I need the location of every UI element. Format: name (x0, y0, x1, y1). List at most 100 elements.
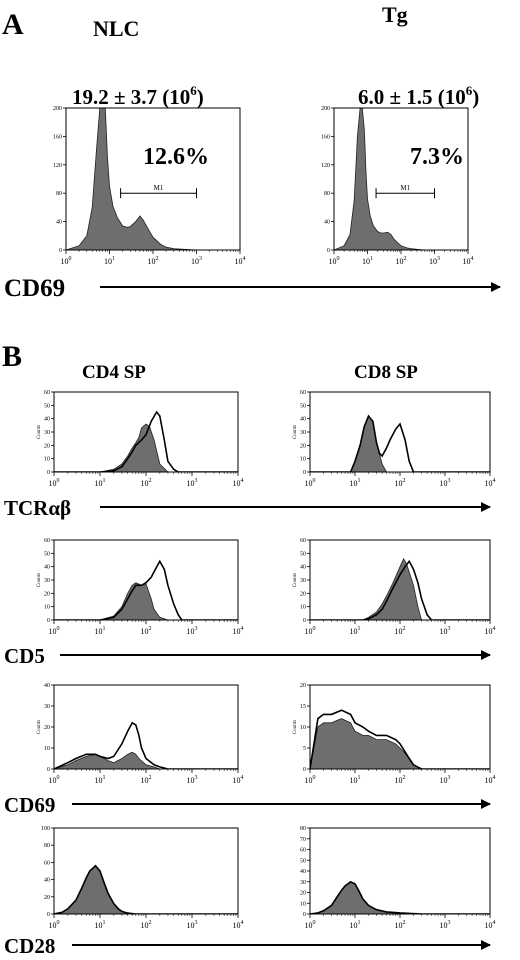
histogram-cd28-cd8: 0 10 20 30 40 50 60 70 80 100 101 102 103 104 (300, 826, 496, 930)
x-tick-label: 104 (485, 920, 496, 930)
row-label-cd69: CD69 (4, 793, 55, 817)
x-tick-label: 103 (440, 775, 451, 785)
y-tick-label: 20 (300, 591, 306, 597)
x-tick-label: 102 (395, 775, 406, 785)
y-tick-label: 160 (53, 134, 62, 140)
y-tick-label: 0 (47, 767, 50, 773)
histogram-filled-series (54, 582, 238, 620)
x-tick-label: 104 (485, 775, 496, 785)
y-tick-label: 0 (327, 248, 330, 254)
y-tick-label: 20 (300, 683, 306, 689)
histogram-outline-series (54, 559, 238, 620)
y-tick-label: 40 (44, 878, 50, 884)
y-tick-label: 120 (321, 163, 330, 169)
y-tick-label: 100 (41, 826, 50, 832)
y-tick-label: 80 (44, 843, 50, 849)
y-tick-label: 0 (303, 618, 306, 624)
y-tick-label: 30 (44, 430, 50, 436)
y-tick-label: 160 (321, 134, 330, 140)
y-tick-label: 15 (300, 704, 306, 710)
x-tick-label: 104 (485, 478, 496, 488)
x-tick-label: 100 (305, 626, 316, 636)
x-tick-label: 103 (440, 478, 451, 488)
x-tick-label: 100 (305, 775, 316, 785)
x-tick-label: 102 (395, 478, 406, 488)
y-tick-label: 10 (44, 457, 50, 463)
x-tick-label: 101 (104, 256, 115, 266)
y-tick-label: 80 (324, 191, 330, 197)
histogram-outline-series (54, 721, 238, 769)
counts-axis-label: Counts (293, 720, 298, 734)
y-tick-label: 20 (300, 891, 306, 897)
histogram-a-nlc: 0 40 80 120 160 200 100 101 102 103 104 M1 (53, 106, 246, 266)
x-tick-label: 102 (141, 478, 152, 488)
histogram-a-tg: 0 40 80 120 160 200 100 101 102 103 104 M1 (321, 106, 474, 266)
y-tick-label: 80 (56, 191, 62, 197)
histogram-outline-series (310, 880, 490, 914)
histogram-cd5-cd8: 0 10 20 30 40 50 60 100 101 102 103 104 Counts (293, 538, 496, 636)
y-tick-label: 10 (300, 605, 306, 611)
panel-a-letter: A (2, 8, 24, 41)
counts-axis-label: Counts (293, 573, 298, 587)
panel-b-col-cd4: CD4 SP (82, 362, 146, 383)
x-tick-label: 102 (141, 626, 152, 636)
panel-b-col-cd8: CD8 SP (354, 362, 418, 383)
x-tick-label: 100 (305, 920, 316, 930)
y-tick-label: 10 (300, 457, 306, 463)
panel-b-letter: B (2, 340, 22, 373)
histogram-cd69-cd8: 0 5 10 15 20 100 101 102 103 104 Counts (293, 683, 496, 785)
x-tick-label: 103 (187, 478, 198, 488)
panel-a-percent-tg: 7.3% (410, 144, 464, 170)
x-tick-label: 102 (395, 626, 406, 636)
x-tick-label: 102 (141, 920, 152, 930)
x-tick-label: 101 (95, 920, 106, 930)
x-tick-label: 104 (485, 626, 496, 636)
y-tick-label: 0 (303, 767, 306, 773)
y-tick-label: 40 (300, 869, 306, 875)
plot-frame (309, 391, 491, 473)
x-tick-label: 101 (362, 256, 373, 266)
y-tick-label: 50 (44, 551, 50, 557)
x-tick-label: 104 (463, 256, 474, 266)
y-tick-label: 40 (300, 417, 306, 423)
x-tick-label: 100 (49, 920, 60, 930)
x-tick-label: 101 (350, 920, 361, 930)
x-tick-label: 102 (141, 775, 152, 785)
y-tick-label: 20 (44, 895, 50, 901)
x-tick-label: 100 (49, 775, 60, 785)
x-tick-label: 100 (61, 256, 72, 266)
histogram-filled-series (310, 557, 490, 620)
y-tick-label: 10 (44, 746, 50, 752)
y-tick-label: 0 (47, 912, 50, 918)
x-tick-label: 100 (329, 256, 340, 266)
y-tick-label: 30 (300, 430, 306, 436)
histogram-tcr-cd4: 0 10 20 30 40 50 60 100 101 102 103 104 Counts (37, 390, 244, 488)
x-tick-label: 104 (235, 256, 246, 266)
y-tick-label: 0 (47, 618, 50, 624)
gate-label: M1 (154, 184, 164, 192)
y-tick-label: 80 (300, 826, 306, 832)
histogram-outline-series (310, 559, 490, 620)
y-tick-label: 50 (300, 403, 306, 409)
y-tick-label: 40 (44, 417, 50, 423)
y-tick-label: 40 (56, 220, 62, 226)
x-tick-label: 103 (187, 626, 198, 636)
gate-label: M1 (400, 184, 410, 192)
histogram-cd69-cd4: 0 10 20 30 40 100 101 102 103 104 Counts (37, 683, 244, 785)
x-tick-label: 101 (350, 626, 361, 636)
counts-axis-label: Counts (37, 720, 42, 734)
y-tick-label: 20 (44, 443, 50, 449)
x-tick-label: 100 (49, 626, 60, 636)
y-tick-label: 10 (300, 901, 306, 907)
x-tick-label: 103 (440, 920, 451, 930)
y-tick-label: 20 (44, 725, 50, 731)
x-tick-label: 103 (191, 256, 202, 266)
y-tick-label: 60 (44, 860, 50, 866)
x-tick-label: 101 (95, 775, 106, 785)
histogram-cd5-cd4: 0 10 20 30 40 50 60 100 101 102 103 104 Counts (37, 538, 244, 636)
histogram-filled-series (334, 108, 468, 250)
histogram-outline-series (310, 414, 490, 472)
panel-a-stat-nlc: 19.2 ± 3.7 (106) (72, 83, 204, 109)
histogram-tcr-cd8: 0 10 20 30 40 50 60 100 101 102 103 104 Counts (293, 390, 496, 488)
row-label-tcr: TCRαβ (4, 496, 71, 520)
